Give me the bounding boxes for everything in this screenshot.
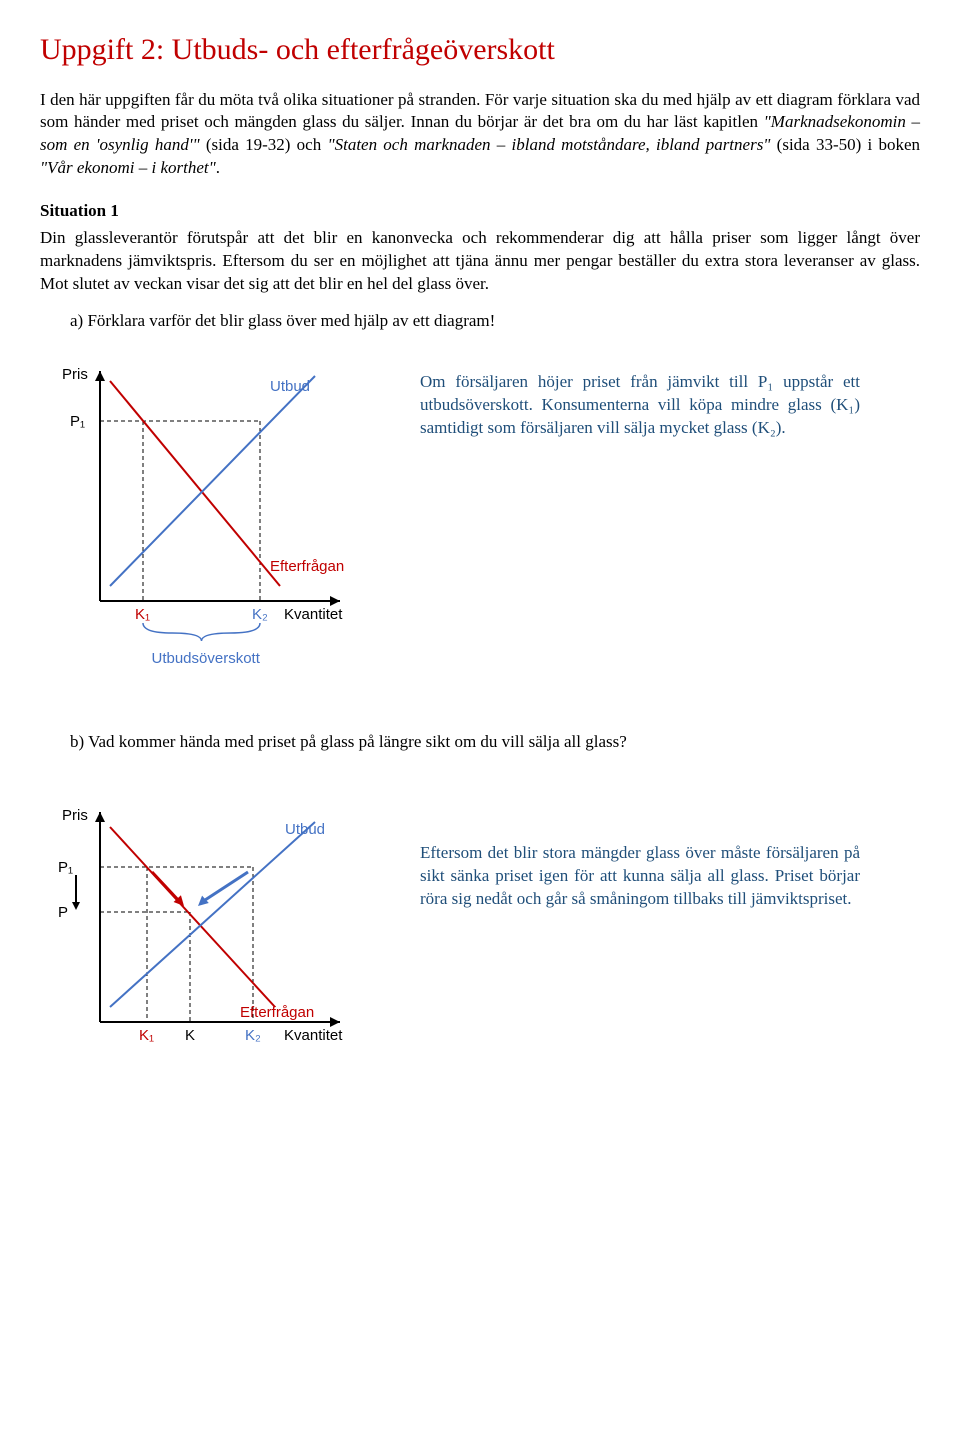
intro-italic-2: "Staten och marknaden – ibland motstånda… [327, 135, 770, 154]
intro-italic-3: "Vår ekonomi – i korthet" [40, 158, 216, 177]
intro-paragraph: I den här uppgiften får du möta två olik… [40, 89, 920, 181]
svg-text:P₁: P₁ [58, 859, 73, 876]
intro-text-4: . [216, 158, 220, 177]
svg-text:K: K [185, 1027, 195, 1044]
row-b: Pris P₁ P Utbud Efterfrågan K₁ K K₂ Kvantitet Ef… [40, 792, 920, 1072]
question-a: a) Förklara varför det blir glass över m… [70, 310, 920, 333]
chart-b: Pris P₁ P Utbud Efterfrågan K₁ K K₂ Kvantitet [40, 792, 370, 1072]
question-b: b) Vad kommer hända med priset på glass … [70, 731, 920, 754]
intro-text-2: (sida 19-32) och [200, 135, 328, 154]
svg-text:K₂: K₂ [245, 1027, 261, 1044]
svg-text:Efterfrågan: Efterfrågan [270, 558, 344, 575]
svg-text:Pris: Pris [62, 807, 88, 824]
situation-heading: Situation 1 [40, 200, 920, 223]
page-title: Uppgift 2: Utbuds- och efterfrågeöversko… [40, 30, 920, 71]
answer-a: Om försäljaren höjer priset från jämvikt… [420, 351, 860, 440]
svg-text:Utbud: Utbud [285, 821, 325, 838]
svg-text:P: P [58, 904, 68, 921]
svg-text:K₂: K₂ [252, 606, 268, 623]
row-a: Pris P₁ Utbud Efterfrågan K₁ K₂ Kvantitet Utbud… [40, 351, 920, 681]
svg-text:Kvantitet: Kvantitet [284, 606, 343, 623]
svg-text:Efterfrågan: Efterfrågan [240, 1004, 314, 1021]
svg-text:P₁: P₁ [70, 413, 85, 430]
intro-text-3: (sida 33-50) i boken [770, 135, 920, 154]
svg-text:Kvantitet: Kvantitet [284, 1027, 343, 1044]
situation-body: Din glassleverantör förutspår att det bl… [40, 227, 920, 296]
svg-text:Pris: Pris [62, 366, 88, 383]
svg-text:Utbud: Utbud [270, 378, 310, 395]
chart-a: Pris P₁ Utbud Efterfrågan K₁ K₂ Kvantitet Utbud… [40, 351, 370, 681]
answer-b: Eftersom det blir stora mängder glass öv… [420, 792, 860, 911]
svg-text:K₁: K₁ [135, 606, 150, 623]
svg-text:Utbudsöverskott: Utbudsöverskott [152, 650, 261, 667]
svg-text:K₁: K₁ [139, 1027, 154, 1044]
